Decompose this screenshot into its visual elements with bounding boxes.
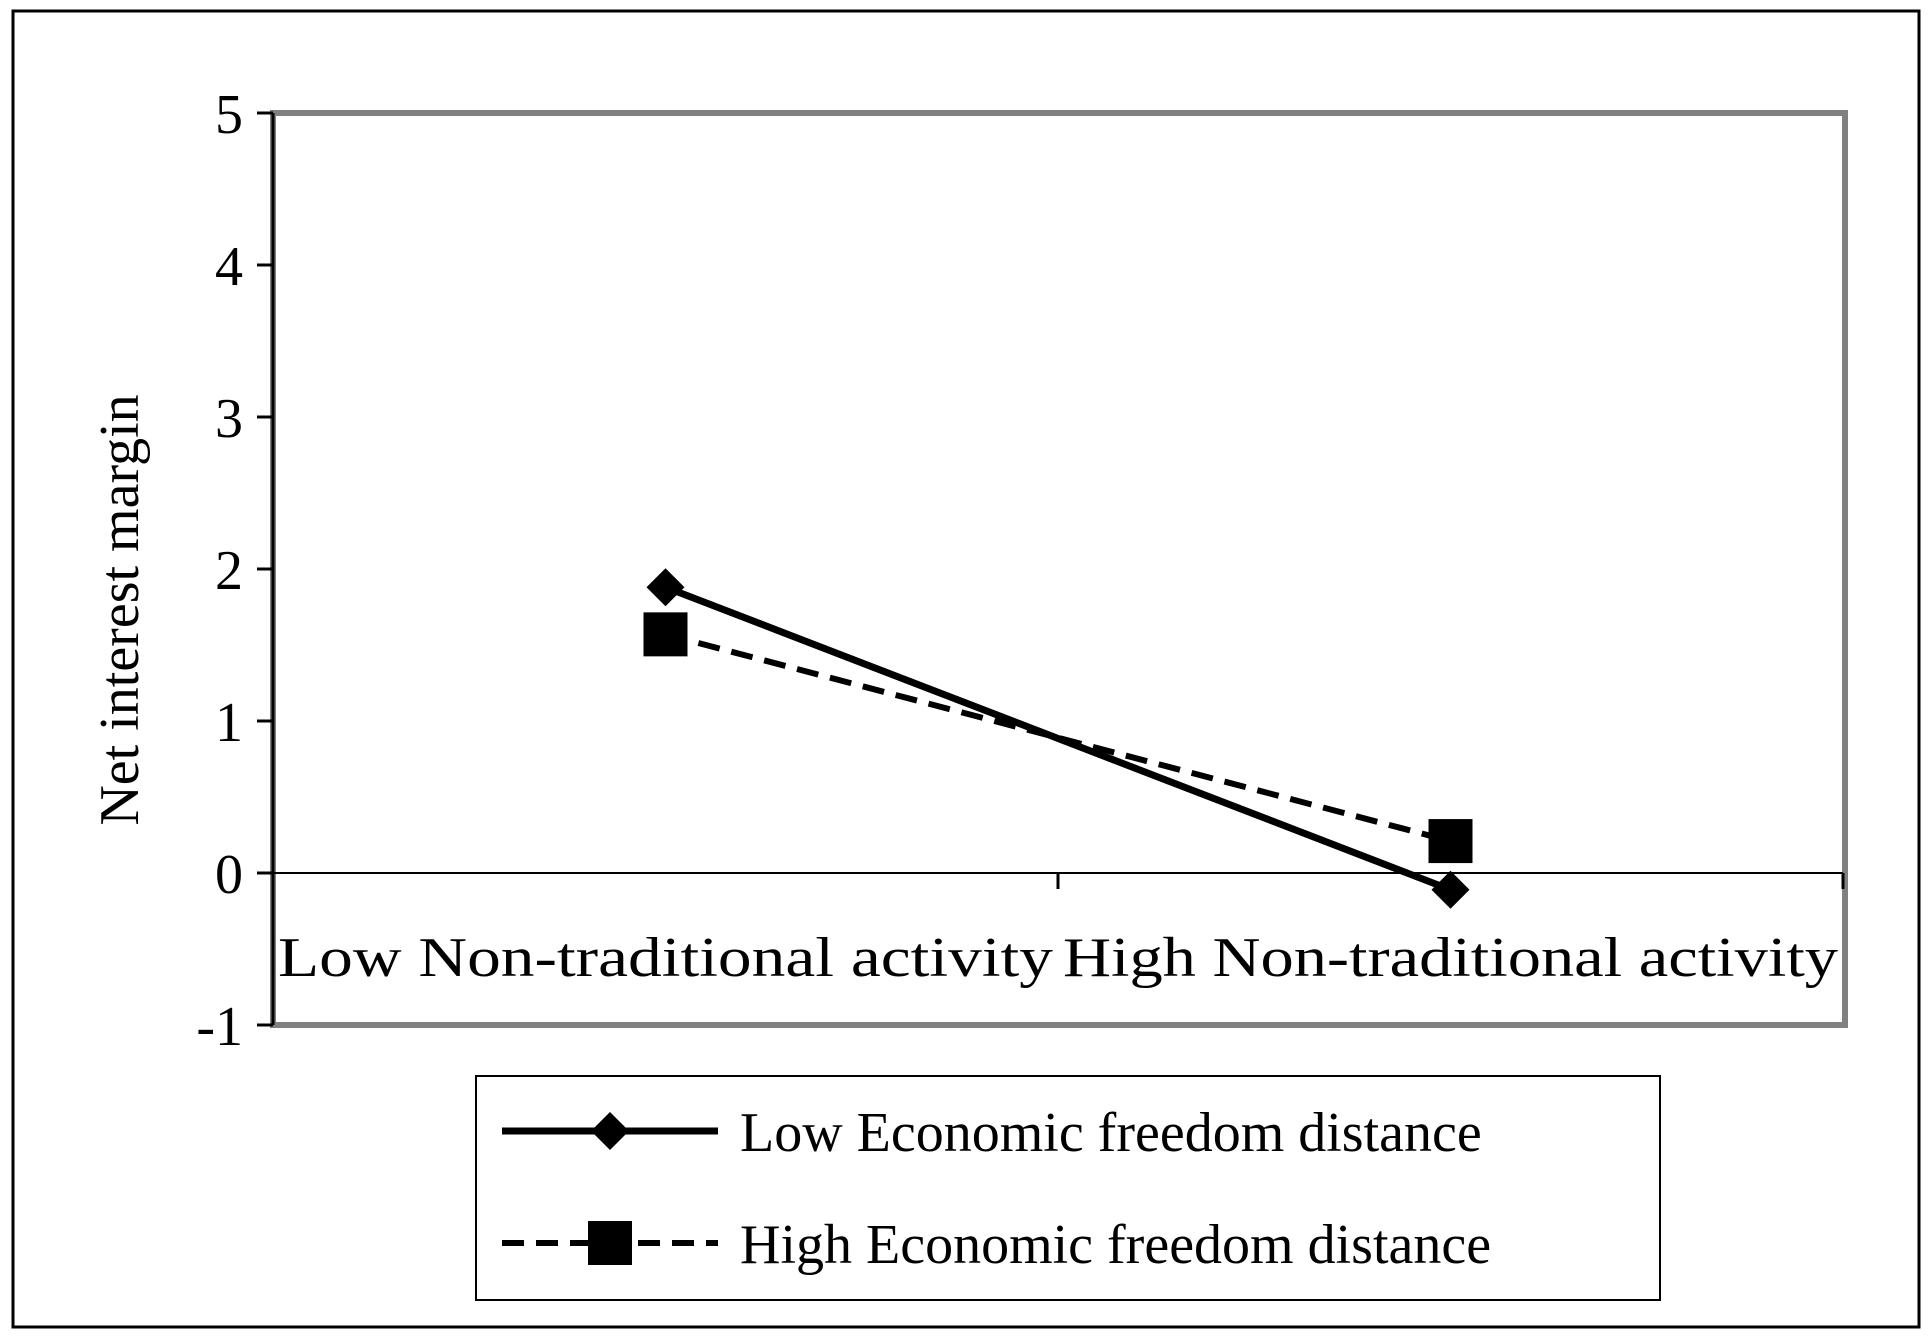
x-category-labels: Low Non-traditional activity High Non-tra… [278, 927, 1838, 989]
square-marker [643, 612, 688, 657]
y-tick-label: 0 [215, 844, 243, 906]
y-tick-label: 5 [215, 84, 243, 146]
y-axis-ticks: 5 4 3 2 1 0 -1 [196, 84, 273, 1058]
diamond-marker [591, 1112, 629, 1150]
diamond-marker [646, 568, 685, 607]
series-layer [643, 568, 1473, 909]
legend-box [475, 1075, 1661, 1301]
square-marker [588, 1221, 632, 1265]
x-category-label: Low Non-traditional activity [278, 927, 1053, 989]
series-1 [646, 568, 1470, 909]
x-category-label: High Non-traditional activity [1063, 927, 1838, 989]
y-tick-label: 4 [215, 236, 243, 298]
square-marker [1428, 819, 1473, 864]
series-line [664, 583, 1452, 893]
x-axis-ticks [1056, 873, 1845, 889]
legend-entry: High Economic freedom distance [502, 1214, 1491, 1276]
diamond-marker [1431, 870, 1470, 909]
y-tick-label: -1 [196, 996, 243, 1058]
legend-label: High Economic freedom distance [740, 1214, 1491, 1276]
y-tick-label: 2 [215, 540, 243, 602]
series-2 [643, 612, 1473, 864]
legend: Low Economic freedom distance High Econom… [475, 1075, 1661, 1301]
y-axis-title: Net interest margin [89, 394, 151, 825]
y-tick-label: 1 [215, 692, 243, 754]
legend-entry: Low Economic freedom distance [502, 1102, 1482, 1164]
legend-label: Low Economic freedom distance [740, 1102, 1482, 1164]
y-tick-label: 3 [215, 388, 243, 450]
